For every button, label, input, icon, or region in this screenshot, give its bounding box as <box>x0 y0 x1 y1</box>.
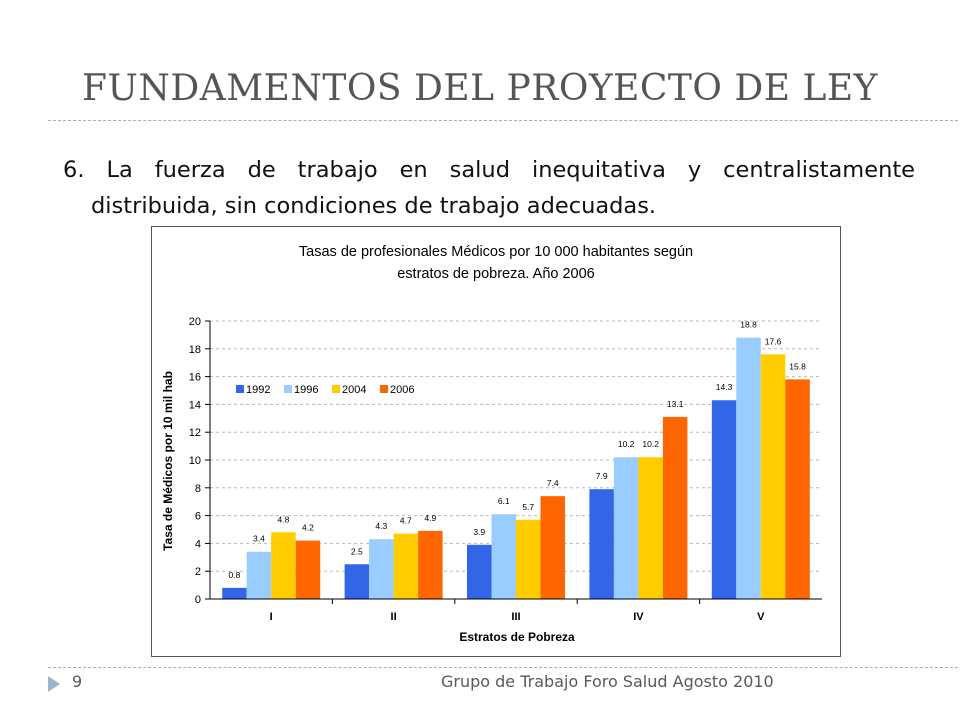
data-label: 10.2 <box>618 439 635 449</box>
legend-label: 2004 <box>342 384 366 396</box>
data-label: 0.8 <box>229 570 241 580</box>
y-tick-label: 16 <box>189 372 201 384</box>
bar <box>418 530 443 599</box>
data-label: 5.7 <box>522 502 534 512</box>
legend-label: 1996 <box>294 384 318 396</box>
y-tick-label: 14 <box>189 399 201 411</box>
chart-title-line2: estratos de pobreza. Año 2006 <box>397 266 595 282</box>
footer-divider <box>48 667 960 668</box>
data-label: 4.7 <box>400 516 412 526</box>
data-label: 4.8 <box>278 514 290 524</box>
y-tick-label: 6 <box>195 511 201 523</box>
bar <box>467 544 492 599</box>
x-tick-label: V <box>757 611 765 623</box>
y-tick-label: 8 <box>195 483 201 495</box>
y-tick-label: 20 <box>189 316 201 328</box>
x-tick-label: I <box>270 611 273 623</box>
bar <box>246 551 272 599</box>
bar <box>295 540 321 599</box>
data-label: 14.3 <box>716 382 733 392</box>
y-tick-label: 10 <box>189 455 201 467</box>
bar <box>589 489 614 599</box>
bar <box>491 514 516 599</box>
y-axis-label: Tasa de Médicos por 10 mil hab <box>161 371 175 551</box>
x-axis-label: Estratos de Pobreza <box>459 630 575 644</box>
data-label: 18.8 <box>740 320 757 330</box>
data-label: 6.1 <box>498 496 510 506</box>
title-divider <box>48 120 960 121</box>
bar <box>638 457 663 599</box>
bar <box>516 519 541 599</box>
data-label: 4.3 <box>375 521 387 531</box>
chart-title-line1: Tasas de profesionales Médicos por 10 00… <box>299 244 693 260</box>
bar <box>711 400 737 599</box>
bar <box>222 587 247 599</box>
data-label: 10.2 <box>642 439 659 449</box>
data-label: 4.2 <box>302 523 314 533</box>
page-number: 9 <box>72 672 83 691</box>
chart-frame: Tasas de profesionales Médicos por 10 00… <box>151 226 841 657</box>
bar <box>369 539 394 599</box>
y-tick-label: 4 <box>195 538 201 550</box>
data-label: 13.1 <box>667 399 684 409</box>
data-label: 7.9 <box>596 471 608 481</box>
data-label: 7.4 <box>547 478 559 488</box>
body-text: 6. La fuerza de trabajo en salud inequit… <box>63 157 915 219</box>
data-label: 3.9 <box>473 527 485 537</box>
bar <box>540 496 565 599</box>
x-tick-label: IV <box>633 611 644 623</box>
legend-swatch <box>332 385 340 393</box>
bar <box>662 416 688 599</box>
x-tick-label: III <box>511 611 520 623</box>
bar <box>344 564 370 599</box>
bar <box>271 532 296 599</box>
y-tick-label: 12 <box>189 427 201 439</box>
data-label: 2.5 <box>351 546 363 556</box>
legend-swatch <box>236 385 244 393</box>
bar <box>736 337 761 599</box>
legend-label: 1992 <box>246 384 270 396</box>
slide-title: FUNDAMENTOS DEL PROYECTO DE LEY <box>82 68 878 109</box>
bar-chart: Tasas de profesionales Médicos por 10 00… <box>161 244 822 644</box>
x-tick-label: II <box>391 611 397 623</box>
footer-text: Grupo de Trabajo Foro Salud Agosto 2010 <box>441 672 774 691</box>
y-tick-label: 18 <box>189 344 201 356</box>
y-tick-label: 0 <box>195 594 201 606</box>
data-label: 15.8 <box>789 361 806 371</box>
legend-swatch <box>380 385 388 393</box>
data-label: 4.9 <box>424 513 436 523</box>
bar <box>785 379 810 599</box>
y-tick-label: 2 <box>195 566 201 578</box>
bar <box>613 457 639 599</box>
bar <box>393 533 419 599</box>
legend-swatch <box>284 385 292 393</box>
footer-arrow-icon <box>48 676 60 692</box>
bar <box>760 354 786 599</box>
legend-label: 2006 <box>390 384 414 396</box>
data-label: 17.6 <box>765 336 782 346</box>
data-label: 3.4 <box>253 534 265 544</box>
